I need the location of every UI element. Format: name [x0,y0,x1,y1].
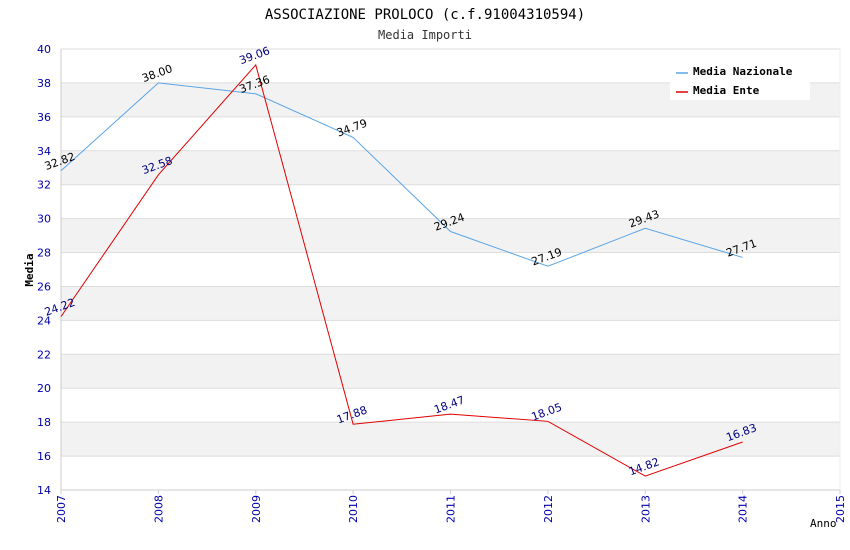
y-tick-label: 18 [37,416,51,429]
x-tick-label: 2015 [834,495,847,523]
data-label: 18.05 [530,401,564,424]
data-label: 34.79 [335,117,369,140]
y-tick-label: 30 [37,213,51,226]
x-axis-label: Anno [810,517,837,530]
y-axis-label: Media [23,253,36,286]
y-axis-ticks: 14 16 18 20 22 24 26 28 30 32 34 36 38 40 [37,43,51,497]
grid-band [61,218,840,253]
chart-title: ASSOCIAZIONE PROLOCO (c.f.91004310594) [265,7,585,23]
y-tick-label: 22 [37,348,51,361]
y-tick-label: 26 [37,280,51,293]
chart-subtitle: Media Importi [378,28,472,42]
y-tick-label: 20 [37,382,51,395]
grid-band [61,286,840,321]
y-tick-label: 34 [37,145,51,158]
x-tick-label: 2010 [347,495,360,523]
x-tick-label: 2008 [152,495,165,523]
grid-band [61,422,840,457]
y-tick-label: 40 [37,43,51,56]
legend-label-ente: Media Ente [693,84,760,97]
x-axis-ticks: 2007 2008 2009 2010 2011 2012 2013 2014 2015 [55,490,847,523]
data-label: 38.00 [140,62,174,85]
y-tick-label: 36 [37,111,51,124]
y-tick-label: 28 [37,247,51,260]
y-tick-label: 14 [37,484,51,497]
grid-band [61,354,840,389]
legend-box [670,58,810,100]
x-tick-label: 2013 [639,495,652,523]
y-tick-label: 38 [37,77,51,90]
series-line-ente [60,63,743,477]
x-tick-label: 2012 [542,495,555,523]
legend: Media Nazionale Media Ente [670,58,810,100]
y-tick-label: 16 [37,450,51,463]
x-tick-label: 2014 [737,495,750,523]
legend-label-nazionale: Media Nazionale [693,65,793,78]
y-tick-label: 24 [37,314,51,327]
y-tick-label: 32 [37,179,51,192]
series-line-nazionale [60,82,743,267]
x-tick-label: 2007 [55,495,68,523]
data-label: 39.06 [238,44,272,67]
data-label: 18.47 [432,393,466,416]
grid-band [61,150,840,185]
series-lines [60,63,743,477]
x-tick-label: 2009 [250,495,263,523]
x-tick-label: 2011 [445,495,458,523]
